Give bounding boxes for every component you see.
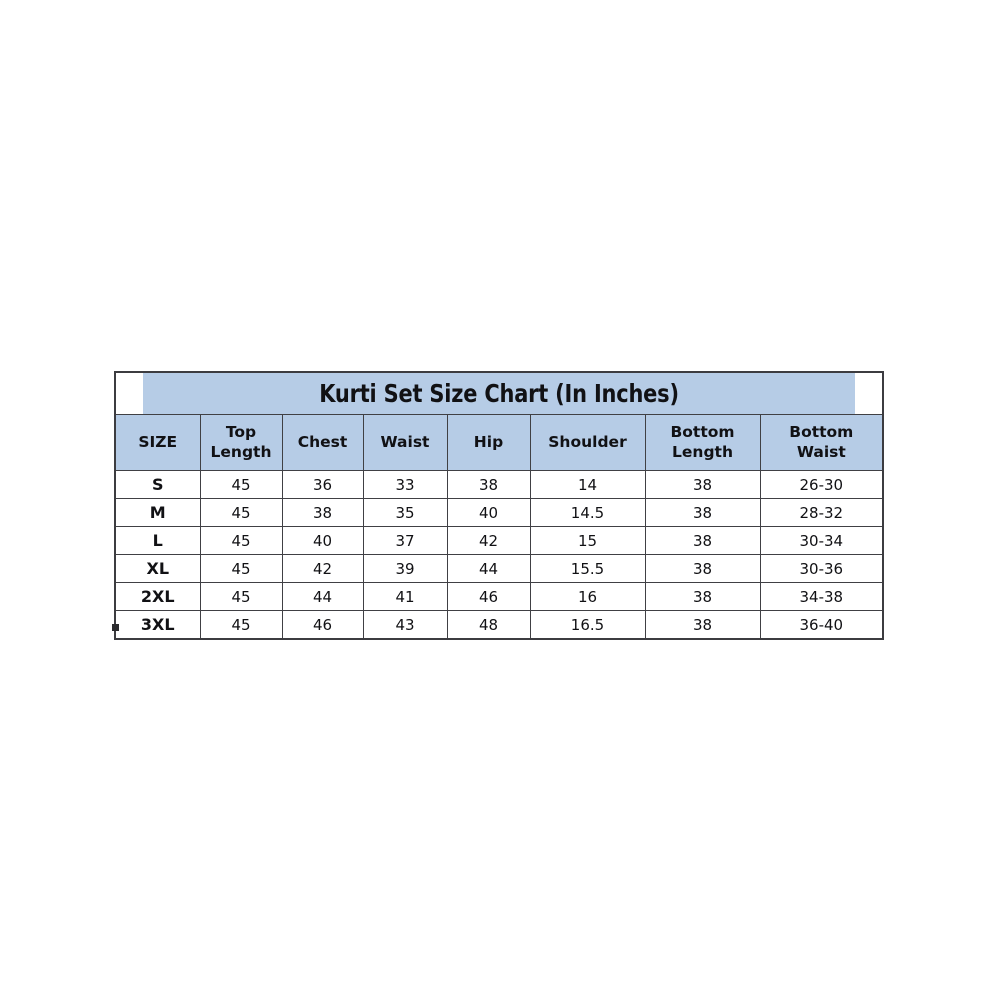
cell-shoulder: 16 (529, 582, 646, 611)
column-header-hip: Hip (446, 414, 531, 471)
column-header-hip-label: Hip (473, 432, 504, 451)
cell-hip: 46 (446, 582, 531, 611)
cell-shoulder: 14 (529, 470, 646, 499)
cell-hip: 40 (446, 498, 531, 527)
column-header-top-length: Top Length (199, 414, 283, 471)
cell-bottom-waist: 34-38 (759, 582, 884, 611)
cell-bottom-waist: 36-40 (759, 610, 884, 640)
cell-chest: 44 (281, 582, 364, 611)
column-header-waist: Waist (362, 414, 448, 471)
cell-shoulder: 15 (529, 526, 646, 555)
column-header-top-length-line1: Top (225, 422, 257, 441)
table-row: 2XL 45 44 41 46 16 38 34-38 (114, 582, 884, 611)
cell-hip: 44 (446, 554, 531, 583)
column-header-size: SIZE (114, 414, 201, 471)
cell-size: L (114, 526, 201, 555)
cell-size: 3XL (114, 610, 201, 640)
size-chart-body: S 45 36 33 38 14 38 26-30 M 45 38 35 40 14.5 38 28-32 L 4… (114, 470, 884, 640)
cell-chest: 36 (281, 470, 364, 499)
size-chart-table: Kurti Set Size Chart (In Inches) SIZE To… (114, 371, 885, 640)
cell-waist: 35 (362, 498, 448, 527)
cell-size: XL (114, 554, 201, 583)
cell-chest: 38 (281, 498, 364, 527)
column-header-bottom-length: Bottom Length (644, 414, 761, 471)
cell-chest: 40 (281, 526, 364, 555)
chart-header-row: SIZE Top Length Chest Waist Hip Shoulder (114, 414, 884, 471)
cell-shoulder: 16.5 (529, 610, 646, 640)
cell-top-length: 45 (199, 554, 283, 583)
cell-waist: 37 (362, 526, 448, 555)
column-header-bottom-waist-line2: Waist (796, 442, 846, 461)
cell-waist: 33 (362, 470, 448, 499)
chart-title: Kurti Set Size Chart (In Inches) (141, 371, 857, 415)
cell-bottom-length: 38 (644, 582, 761, 611)
cell-top-length: 45 (199, 498, 283, 527)
table-row: 3XL 45 46 43 48 16.5 38 36-40 (114, 610, 884, 640)
cell-hip: 42 (446, 526, 531, 555)
scan-corner-artifact (112, 624, 119, 631)
cell-waist: 43 (362, 610, 448, 640)
column-header-bottom-waist-line1: Bottom (789, 422, 854, 441)
column-header-chest-label: Chest (297, 432, 348, 451)
cell-hip: 48 (446, 610, 531, 640)
column-header-waist-label: Waist (380, 432, 430, 451)
cell-bottom-length: 38 (644, 470, 761, 499)
chart-title-row: Kurti Set Size Chart (In Inches) (115, 371, 883, 415)
cell-bottom-waist: 28-32 (759, 498, 884, 527)
column-header-shoulder-label: Shoulder (548, 432, 627, 451)
column-header-chest: Chest (281, 414, 364, 471)
table-row: S 45 36 33 38 14 38 26-30 (114, 470, 884, 499)
cell-waist: 39 (362, 554, 448, 583)
table-row: L 45 40 37 42 15 38 30-34 (114, 526, 884, 555)
cell-top-length: 45 (199, 470, 283, 499)
cell-size: S (114, 470, 201, 499)
cell-bottom-length: 38 (644, 498, 761, 527)
cell-bottom-length: 38 (644, 526, 761, 555)
cell-bottom-waist: 26-30 (759, 470, 884, 499)
size-chart-figure: Kurti Set Size Chart (In Inches) SIZE To… (114, 371, 885, 640)
column-header-bottom-length-line2: Length (672, 442, 733, 461)
table-row: M 45 38 35 40 14.5 38 28-32 (114, 498, 884, 527)
cell-shoulder: 14.5 (529, 498, 646, 527)
column-header-top-length-line2: Length (210, 442, 272, 461)
cell-waist: 41 (362, 582, 448, 611)
table-row: XL 45 42 39 44 15.5 38 30-36 (114, 554, 884, 583)
cell-chest: 46 (281, 610, 364, 640)
cell-bottom-waist: 30-34 (759, 526, 884, 555)
column-header-bottom-waist: Bottom Waist (759, 414, 884, 471)
column-header-size-label: SIZE (138, 432, 178, 451)
cell-bottom-length: 38 (644, 610, 761, 640)
cell-bottom-length: 38 (644, 554, 761, 583)
column-header-shoulder: Shoulder (529, 414, 646, 471)
cell-chest: 42 (281, 554, 364, 583)
cell-bottom-waist: 30-36 (759, 554, 884, 583)
cell-top-length: 45 (199, 582, 283, 611)
cell-hip: 38 (446, 470, 531, 499)
cell-shoulder: 15.5 (529, 554, 646, 583)
column-header-bottom-length-line1: Bottom (670, 422, 735, 441)
cell-top-length: 45 (199, 526, 283, 555)
cell-size: M (114, 498, 201, 527)
cell-size: 2XL (114, 582, 201, 611)
cell-top-length: 45 (199, 610, 283, 640)
